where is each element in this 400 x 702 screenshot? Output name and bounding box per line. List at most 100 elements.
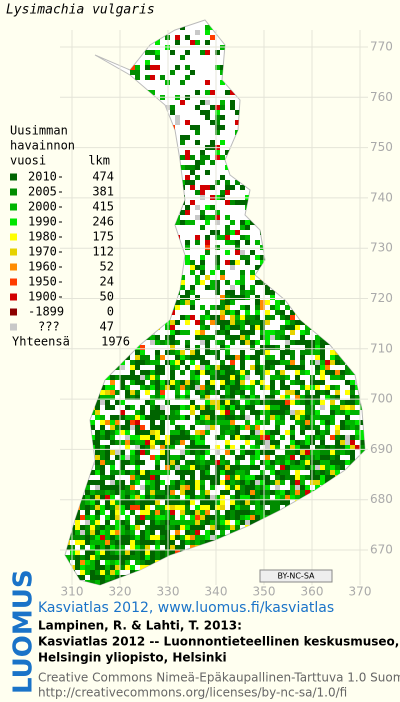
grid-cell [85,500,90,505]
grid-cell [140,385,145,390]
grid-cell [170,550,175,555]
grid-cell [250,430,255,435]
grid-cell [200,450,205,455]
grid-cell [180,475,185,480]
grid-cell [75,530,80,535]
grid-cell [200,540,205,545]
grid-cell [80,500,85,505]
link[interactable]: Kasviatlas 2012, www.luomus.fi/kasviatla… [38,600,334,616]
legend-column: lkm [88,154,110,168]
grid-cell [135,475,140,480]
grid-cell [170,330,175,335]
grid-cell [180,455,185,460]
grid-cell [95,560,100,565]
grid-cell [195,540,200,545]
grid-cell [130,375,135,380]
grid-cell [260,255,265,260]
grid-cell [120,495,125,500]
grid-cell [80,575,85,580]
grid-cell [185,525,190,530]
grid-cell [210,475,215,480]
grid-cell [135,65,140,70]
grid-cell [230,355,235,360]
grid-cell [265,405,270,410]
grid-cell [330,420,335,425]
grid-cell [120,430,125,435]
grid-cell [195,520,200,525]
grid-cell [215,445,220,450]
grid-cell [235,525,240,530]
grid-cell [155,335,160,340]
grid-cell [305,415,310,420]
grid-cell [135,345,140,350]
grid-cell [145,475,150,480]
grid-cell [230,465,235,470]
grid-cell [200,485,205,490]
grid-cell [230,510,235,515]
grid-cell [295,465,300,470]
grid-cell [150,335,155,340]
grid-cell [215,420,220,425]
grid-cell [110,380,115,385]
grid-cell [275,345,280,350]
grid-cell [235,425,240,430]
grid-cell [300,460,305,465]
grid-cell [245,310,250,315]
grid-cell [240,235,245,240]
grid-cell [300,395,305,400]
grid-cell [295,320,300,325]
grid-cell [180,450,185,455]
grid-cell [120,460,125,465]
grid-cell [270,430,275,435]
grid-cell [205,475,210,480]
grid-cell [240,255,245,260]
grid-cell [185,220,190,225]
grid-cell [255,435,260,440]
grid-cell [220,415,225,420]
grid-cell [300,365,305,370]
grid-cell [275,460,280,465]
grid-cell [145,510,150,515]
grid-cell [75,525,80,530]
grid-cell [200,255,205,260]
grid-cell [190,525,195,530]
grid-cell [115,440,120,445]
grid-cell [215,235,220,240]
grid-cell [215,495,220,500]
grid-cell [150,380,155,385]
grid-cell [160,505,165,510]
grid-cell [255,440,260,445]
grid-cell [215,375,220,380]
grid-cell [275,310,280,315]
grid-cell [250,250,255,255]
grid-cell [345,420,350,425]
grid-cell [125,470,130,475]
legend-swatch [10,248,17,256]
grid-cell [215,115,220,120]
grid-cell [225,385,230,390]
grid-cell [215,390,220,395]
grid-cell [285,465,290,470]
y-tick-label: 670 [370,543,393,557]
grid-cell [130,565,135,570]
grid-cell [245,395,250,400]
grid-cell [290,465,295,470]
grid-cell [110,420,115,425]
grid-cell [210,535,215,540]
grid-cell [270,450,275,455]
grid-cell [255,280,260,285]
grid-cell [170,350,175,355]
grid-cell [160,430,165,435]
grid-cell [195,365,200,370]
grid-cell [240,365,245,370]
grid-cell [185,415,190,420]
grid-cell [305,330,310,335]
grid-cell [85,560,90,565]
grid-cell [305,445,310,450]
grid-cell [350,425,355,430]
grid-cell [330,405,335,410]
grid-cell [105,550,110,555]
grid-cell [235,120,240,125]
grid-cell [150,555,155,560]
grid-cell [170,405,175,410]
